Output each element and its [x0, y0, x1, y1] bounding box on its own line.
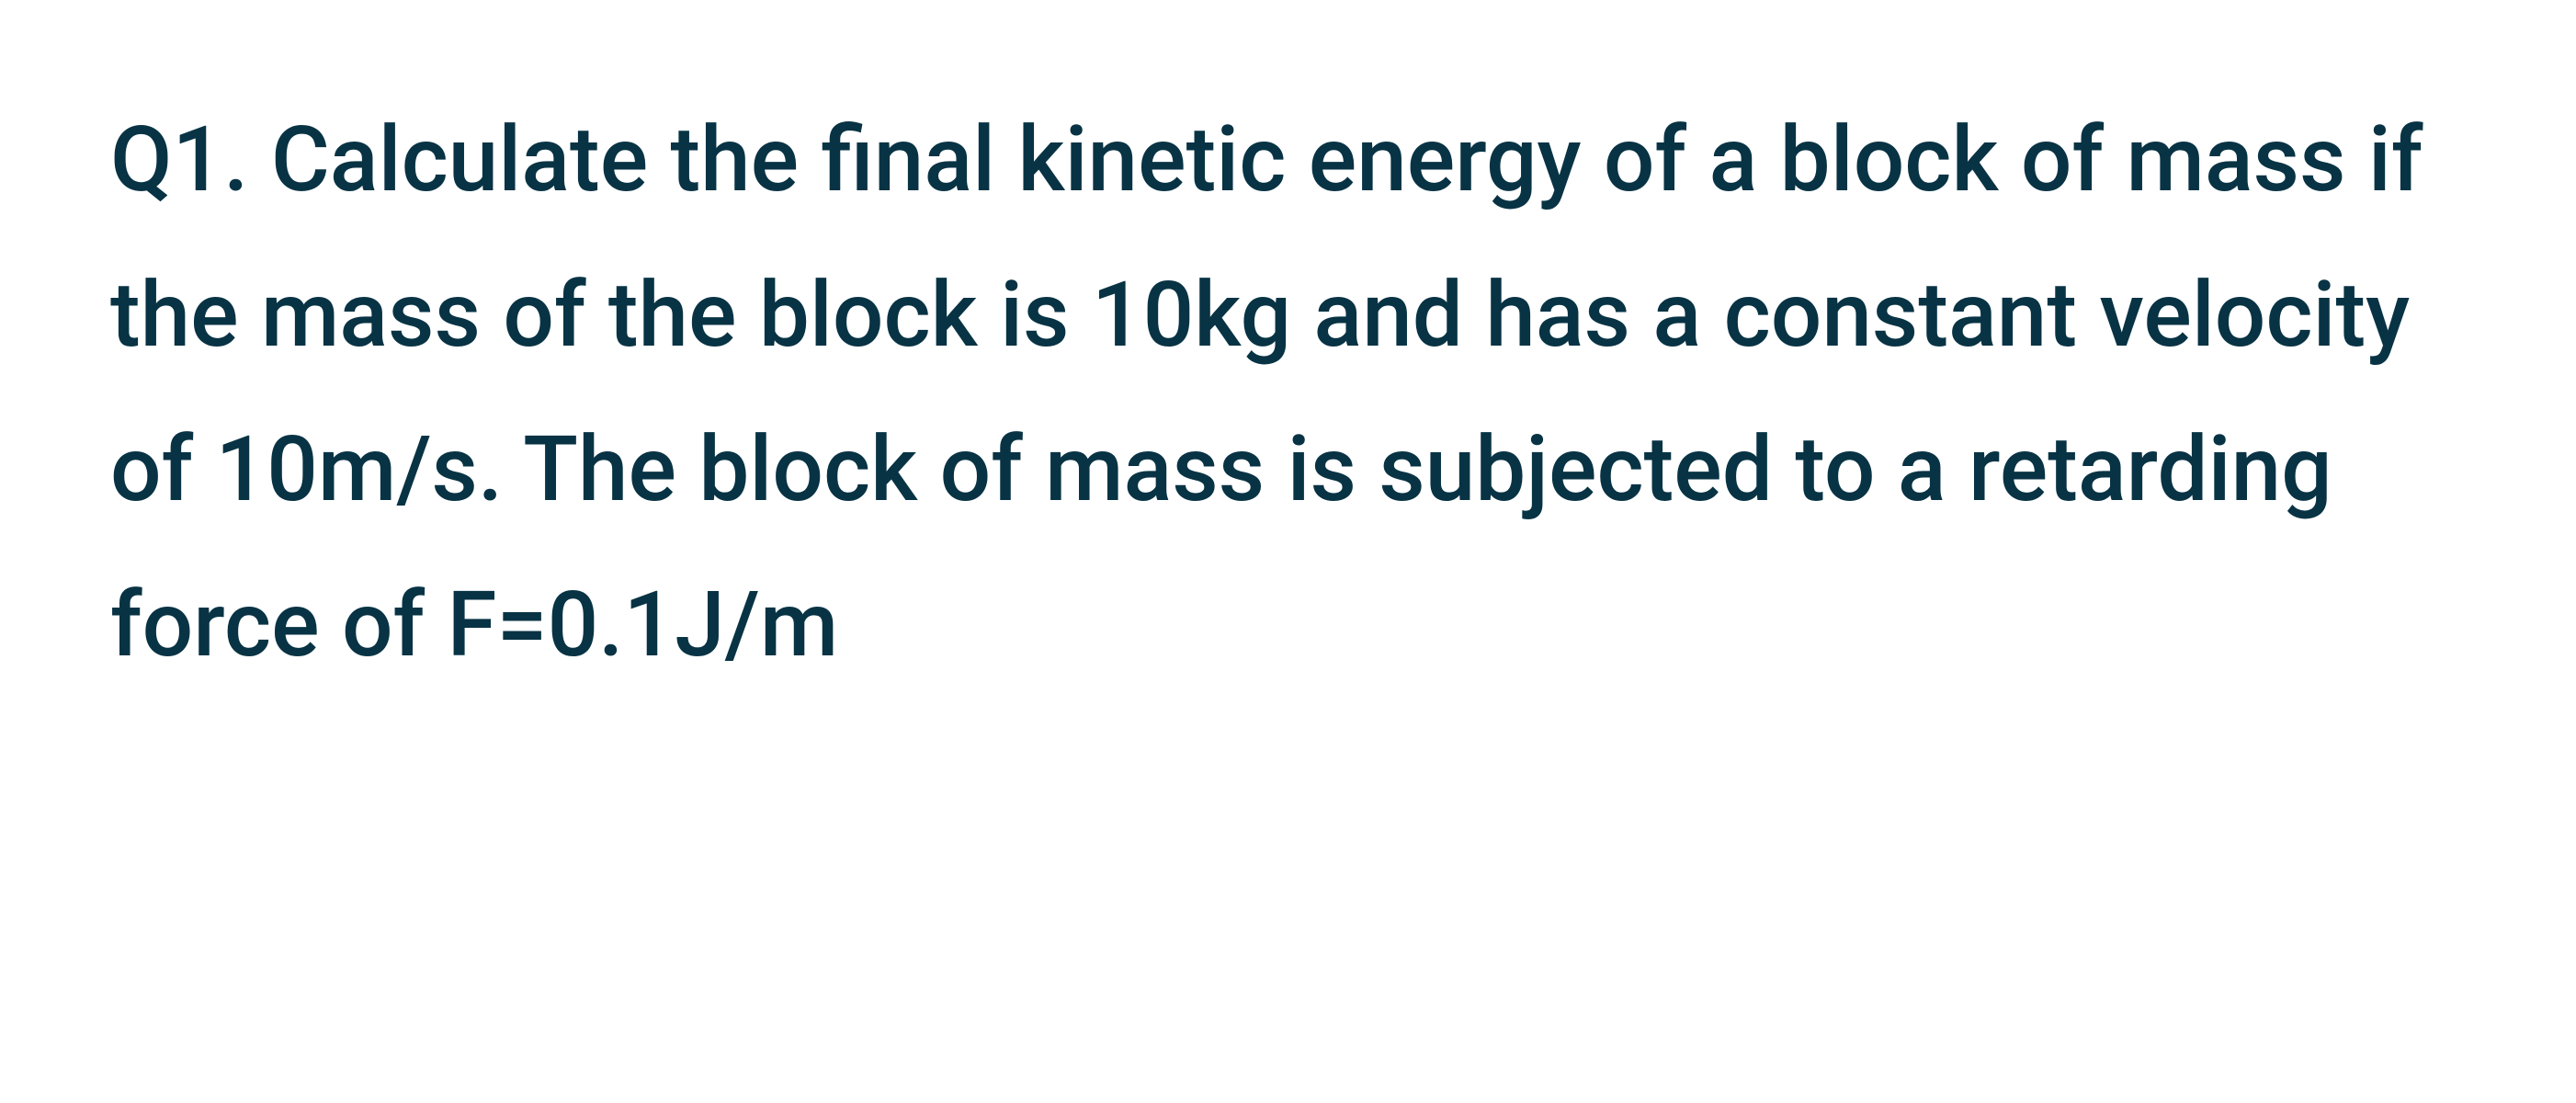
question-text: Calculate the final kinetic energy of a … [110, 107, 2423, 677]
question-label: Q1. [110, 107, 271, 212]
question-container: Q1. Calculate the final kinetic energy o… [110, 83, 2463, 702]
